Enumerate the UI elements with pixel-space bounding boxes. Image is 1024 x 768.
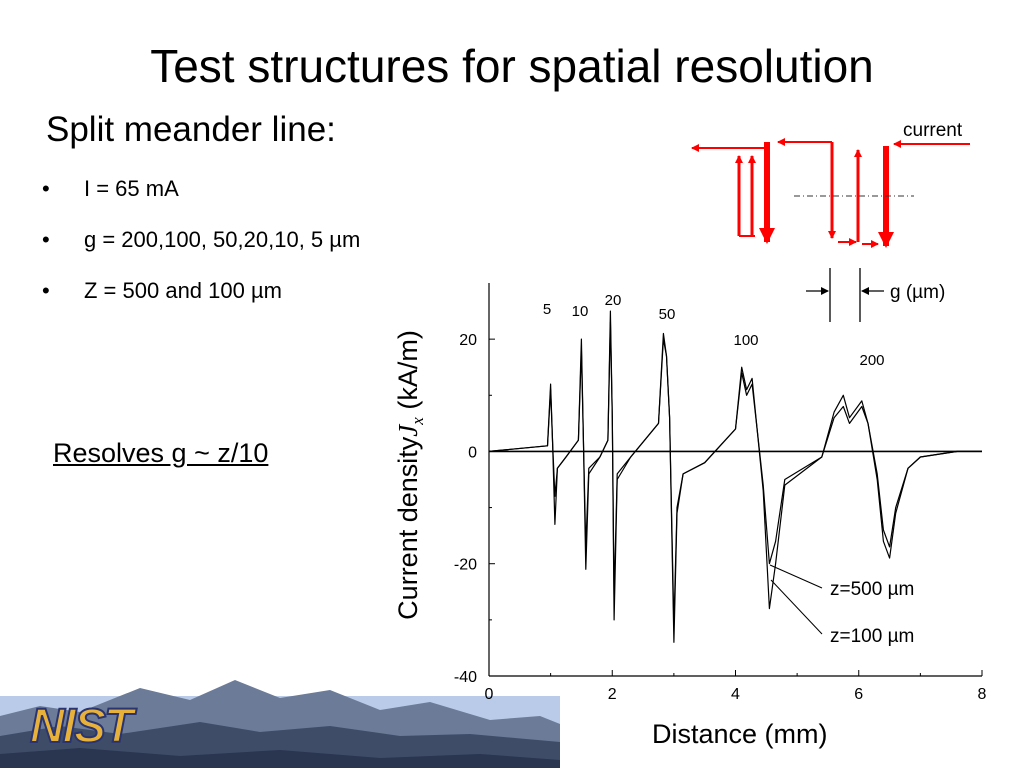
x-tick-label: 0 bbox=[485, 686, 494, 703]
y-axis-label-prefix: Current density bbox=[392, 436, 423, 620]
y-axis-label-unit: (kA/m) bbox=[392, 330, 423, 410]
gap-annotation: 100 bbox=[733, 332, 758, 349]
bullet-gap: g = 200,100, 50,20,10, 5 µm bbox=[42, 227, 360, 253]
x-tick-label: 8 bbox=[978, 686, 987, 703]
x-tick-label: 4 bbox=[731, 686, 740, 703]
y-tick-label: 0 bbox=[468, 444, 477, 461]
gap-annotation: 200 bbox=[859, 352, 884, 369]
y-tick-label: 20 bbox=[459, 332, 477, 349]
series-label-z500: z=500 µm bbox=[830, 579, 914, 600]
y-axis-label: Current densityJx (kA/m) bbox=[392, 330, 434, 620]
x-tick-label: 6 bbox=[854, 686, 863, 703]
gap-annotation: 10 bbox=[572, 303, 589, 320]
subheading: Split meander line: bbox=[46, 110, 336, 149]
gap-annotation: 20 bbox=[605, 292, 622, 309]
chart-axes: 0 2 4 6 8 -40 -20 0 20 bbox=[454, 283, 987, 703]
x-tick-label: 2 bbox=[608, 686, 617, 703]
y-axis-label-var: J bbox=[392, 424, 423, 437]
x-axis-label: Distance (mm) bbox=[652, 719, 828, 749]
leader-line-z100 bbox=[770, 579, 823, 635]
nist-logo-text: NIST bbox=[30, 700, 137, 753]
leader-line-z500 bbox=[769, 564, 823, 589]
y-tick-label: -40 bbox=[454, 669, 477, 686]
series-line-z100 bbox=[488, 310, 982, 643]
bullet-list: I = 65 mA g = 200,100, 50,20,10, 5 µm Z … bbox=[42, 176, 360, 329]
y-axis-label-sub: x bbox=[408, 417, 428, 425]
bullet-current: I = 65 mA bbox=[42, 176, 360, 202]
bullet-height: Z = 500 and 100 µm bbox=[42, 278, 360, 304]
nist-logo: NIST bbox=[0, 676, 560, 768]
gap-annotation: 50 bbox=[659, 306, 676, 323]
gap-annotation: 5 bbox=[543, 301, 551, 318]
y-tick-label: -20 bbox=[454, 557, 477, 574]
series-label-z100: z=100 µm bbox=[830, 626, 914, 647]
slide-title: Test structures for spatial resolution bbox=[150, 40, 874, 92]
conclusion-text: Resolves g ~ z/10 bbox=[53, 438, 269, 468]
